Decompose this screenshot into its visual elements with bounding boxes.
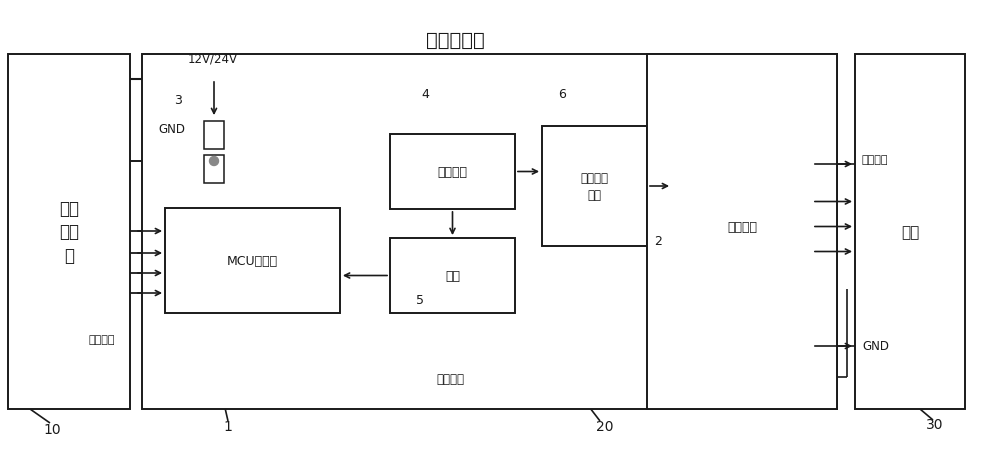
Text: 20: 20	[596, 419, 614, 433]
Text: 30: 30	[926, 417, 944, 431]
Text: 2: 2	[654, 235, 662, 248]
Bar	[390, 239, 515, 313]
Text: 阀体: 阀体	[901, 225, 919, 239]
Bar	[204, 156, 224, 184]
Text: 5: 5	[416, 293, 424, 306]
Text: 控制信号: 控制信号	[862, 155, 888, 165]
Text: GND: GND	[158, 123, 186, 136]
Text: MCU控制器: MCU控制器	[227, 254, 278, 267]
Text: 12V/24V: 12V/24V	[188, 52, 238, 65]
Bar	[142, 55, 837, 409]
Text: 6: 6	[558, 87, 566, 100]
Text: 10: 10	[43, 422, 61, 436]
Bar	[390, 135, 515, 210]
Text: 4: 4	[421, 87, 429, 100]
Text: 1: 1	[224, 419, 232, 433]
Bar	[672, 165, 812, 290]
Text: 控制信号: 控制信号	[436, 373, 464, 386]
Text: 3: 3	[174, 93, 182, 106]
Text: 电感升压
电路: 电感升压 电路	[580, 172, 608, 202]
Text: 电池: 电池	[445, 269, 460, 282]
Bar	[204, 122, 224, 150]
Text: 放大电路: 放大电路	[727, 221, 757, 234]
Bar	[855, 55, 965, 409]
Bar	[8, 55, 130, 409]
Text: 充电电路: 充电电路	[438, 166, 468, 179]
Text: 室内
机主
板: 室内 机主 板	[59, 199, 79, 265]
Bar	[542, 127, 647, 246]
Bar	[165, 208, 340, 313]
Text: 阀控电路板: 阀控电路板	[426, 30, 484, 50]
Text: GND: GND	[862, 340, 889, 353]
Circle shape	[210, 157, 218, 166]
Text: 控制信号: 控制信号	[89, 334, 115, 344]
Bar	[647, 55, 837, 409]
